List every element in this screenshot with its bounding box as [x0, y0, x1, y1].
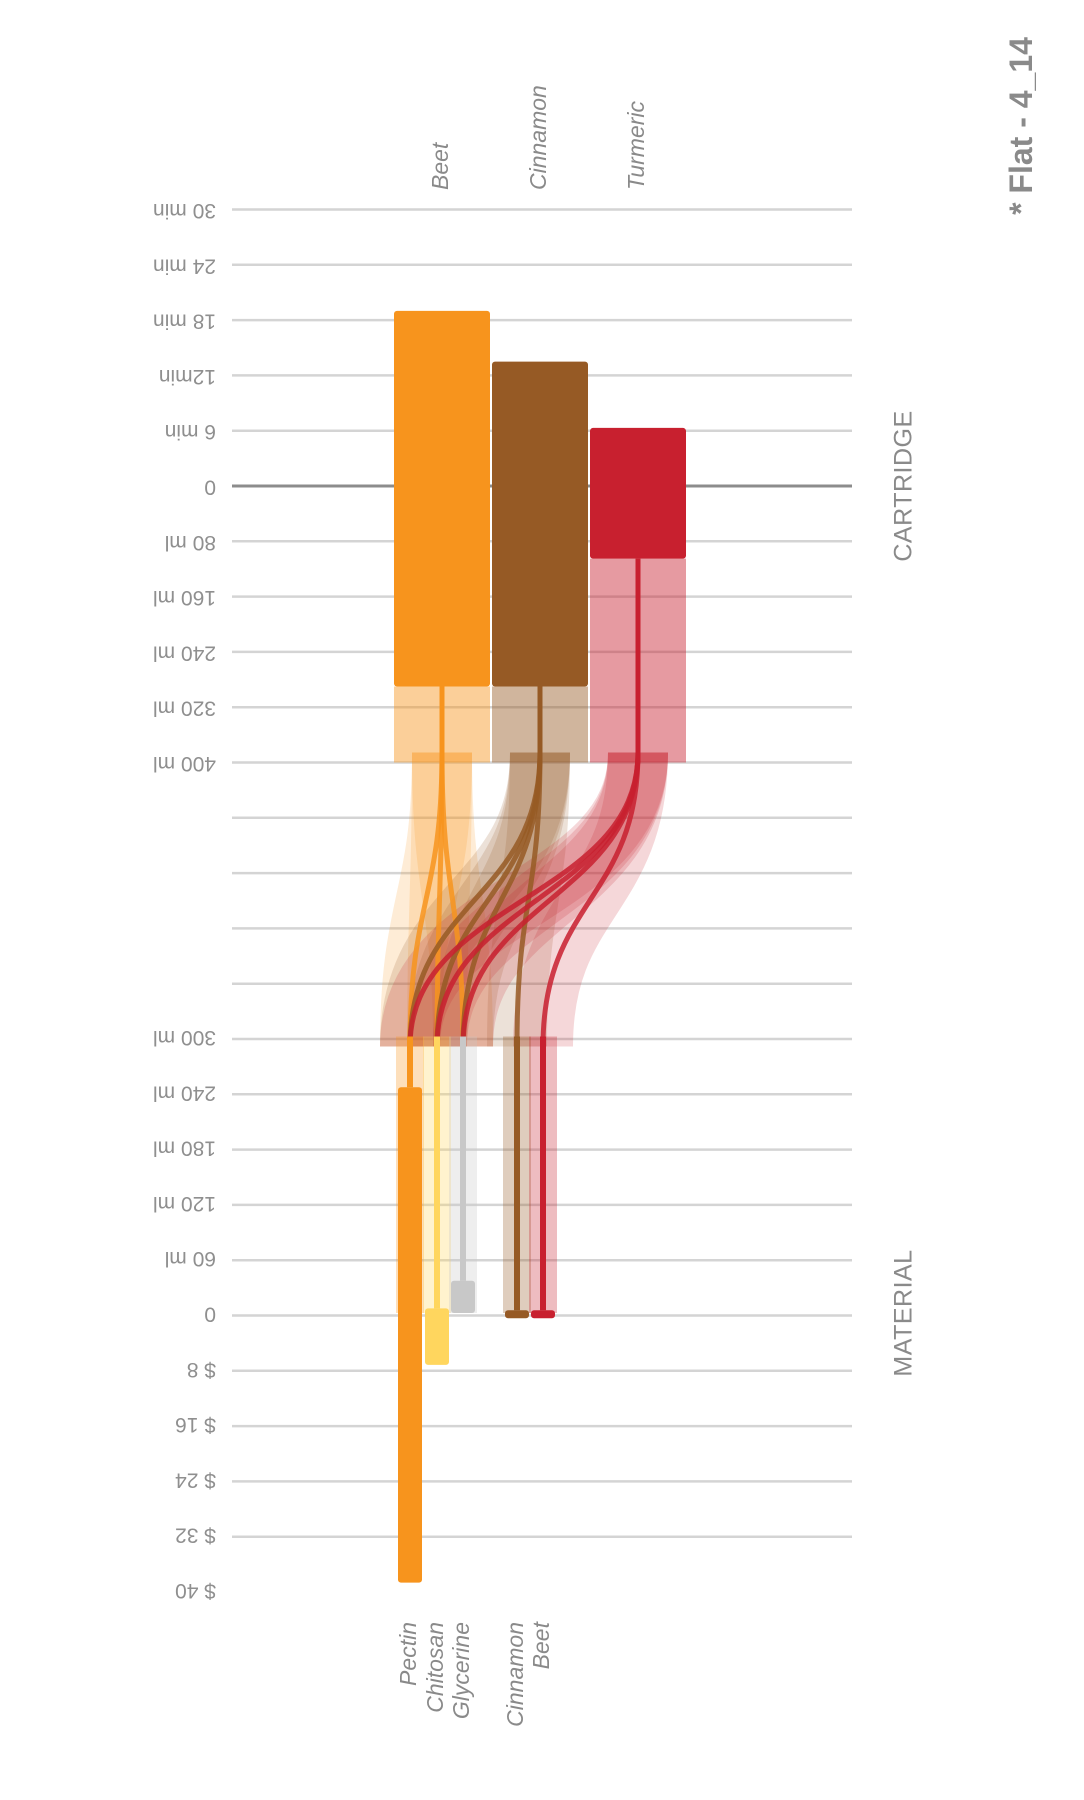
tick-label: 60 ml [165, 1247, 216, 1270]
cartridge-bar [394, 310, 490, 687]
series-label-bottom: Chitosan [422, 1622, 448, 1713]
tick-label: 80 ml [165, 531, 216, 554]
tick-label: 240 ml [153, 1081, 216, 1104]
flow-line [460, 752, 641, 1047]
tick-label: 320 ml [153, 697, 216, 720]
bar-layer [394, 310, 686, 1583]
chart-title: * Flat - 4_14 [1003, 37, 1039, 215]
series-label-bottom: Glycerine [448, 1622, 474, 1719]
tick-label: 24 min [153, 254, 216, 277]
tick-layer: 0 6 min 12min 18 min 24 min 30 min 80 ml 160 ml… [153, 199, 216, 1602]
tick-label: $ 32 [175, 1524, 216, 1547]
tick-label: 300 ml [153, 1026, 216, 1049]
tick-label: 30 min [153, 199, 216, 222]
tick-label: 18 min [153, 310, 216, 333]
tick-label: 0 [204, 475, 216, 498]
tick-label: $ 40 [175, 1579, 216, 1602]
tick-label: 240 ml [153, 641, 216, 664]
flow-line [460, 752, 543, 1047]
series-label-bottom: Cinnamon [502, 1622, 528, 1727]
series-label-bottom: Pectin [395, 1622, 421, 1686]
material-bar [531, 1310, 555, 1319]
material-bar [505, 1310, 529, 1319]
flow-line [540, 752, 641, 1047]
flow-line [439, 752, 466, 1047]
cartridge-bar [590, 427, 686, 559]
tick-label: 180 ml [153, 1137, 216, 1160]
series-label-top: Beet [427, 141, 453, 190]
cartridge-bar [492, 361, 588, 687]
tick-label: $ 8 [187, 1358, 216, 1381]
series-label-bottom: Beet [528, 1620, 554, 1669]
tick-label: 6 min [165, 420, 216, 443]
series-label-top: Cinnamon [525, 85, 551, 190]
series-label-top: Turmeric [623, 100, 649, 190]
material-bar [451, 1280, 475, 1313]
tick-label: $ 16 [175, 1413, 216, 1436]
tick-label: 120 ml [153, 1192, 216, 1215]
material-bar [398, 1087, 422, 1583]
line-layer [407, 558, 641, 1311]
tick-label: 12min [159, 365, 216, 388]
section-label-material: MATERIAL [890, 1249, 918, 1376]
tick-label: $ 24 [175, 1468, 216, 1491]
tick-label: 400 ml [153, 752, 216, 775]
material-bar [425, 1308, 449, 1365]
tick-label: 160 ml [153, 586, 216, 609]
section-label-cartridge: CARTRIDGE [890, 410, 918, 561]
tick-label: 0 [204, 1302, 216, 1325]
